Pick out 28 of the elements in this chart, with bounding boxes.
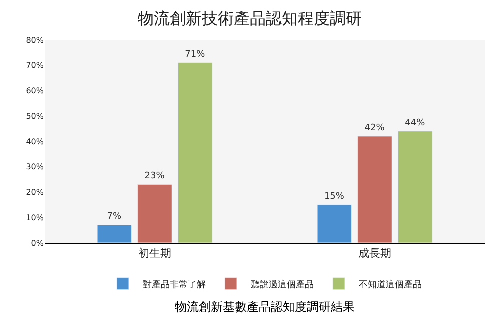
bar (398, 131, 433, 243)
chart-title: 物流創新技術產品認知程度調研 (138, 9, 362, 28)
bar (178, 62, 213, 243)
bar (317, 204, 352, 243)
y-tick-label: 0% (31, 238, 44, 248)
data-label: 15% (324, 192, 345, 202)
bar (358, 136, 392, 243)
legend-label: 不知道這個產品 (359, 279, 422, 290)
data-label: 42% (364, 123, 386, 134)
y-tick-label: 10% (26, 213, 44, 222)
y-tick-label: 30% (26, 162, 44, 172)
x-tick-label: 成長期 (358, 247, 392, 260)
y-tick-label: 20% (26, 188, 44, 198)
x-tick-label: 初生期 (138, 247, 172, 260)
legend-label: 聽說過這個產品 (251, 279, 314, 290)
y-tick-label: 70% (26, 61, 44, 70)
y-tick-label: 80% (26, 36, 44, 45)
data-label: 71% (185, 50, 206, 60)
y-tick-label: 40% (26, 137, 44, 146)
bar (97, 224, 132, 243)
y-tick-label: 50% (26, 112, 44, 121)
bar (138, 184, 172, 243)
y-tick-label: 60% (26, 86, 44, 96)
data-label: 23% (144, 172, 166, 182)
text: 物流創新基數產品認知度調研結果 (175, 300, 355, 314)
data-label: 7% (107, 212, 122, 222)
legend-label: 對產品非常了解 (143, 279, 206, 290)
data-label: 44% (405, 118, 426, 128)
